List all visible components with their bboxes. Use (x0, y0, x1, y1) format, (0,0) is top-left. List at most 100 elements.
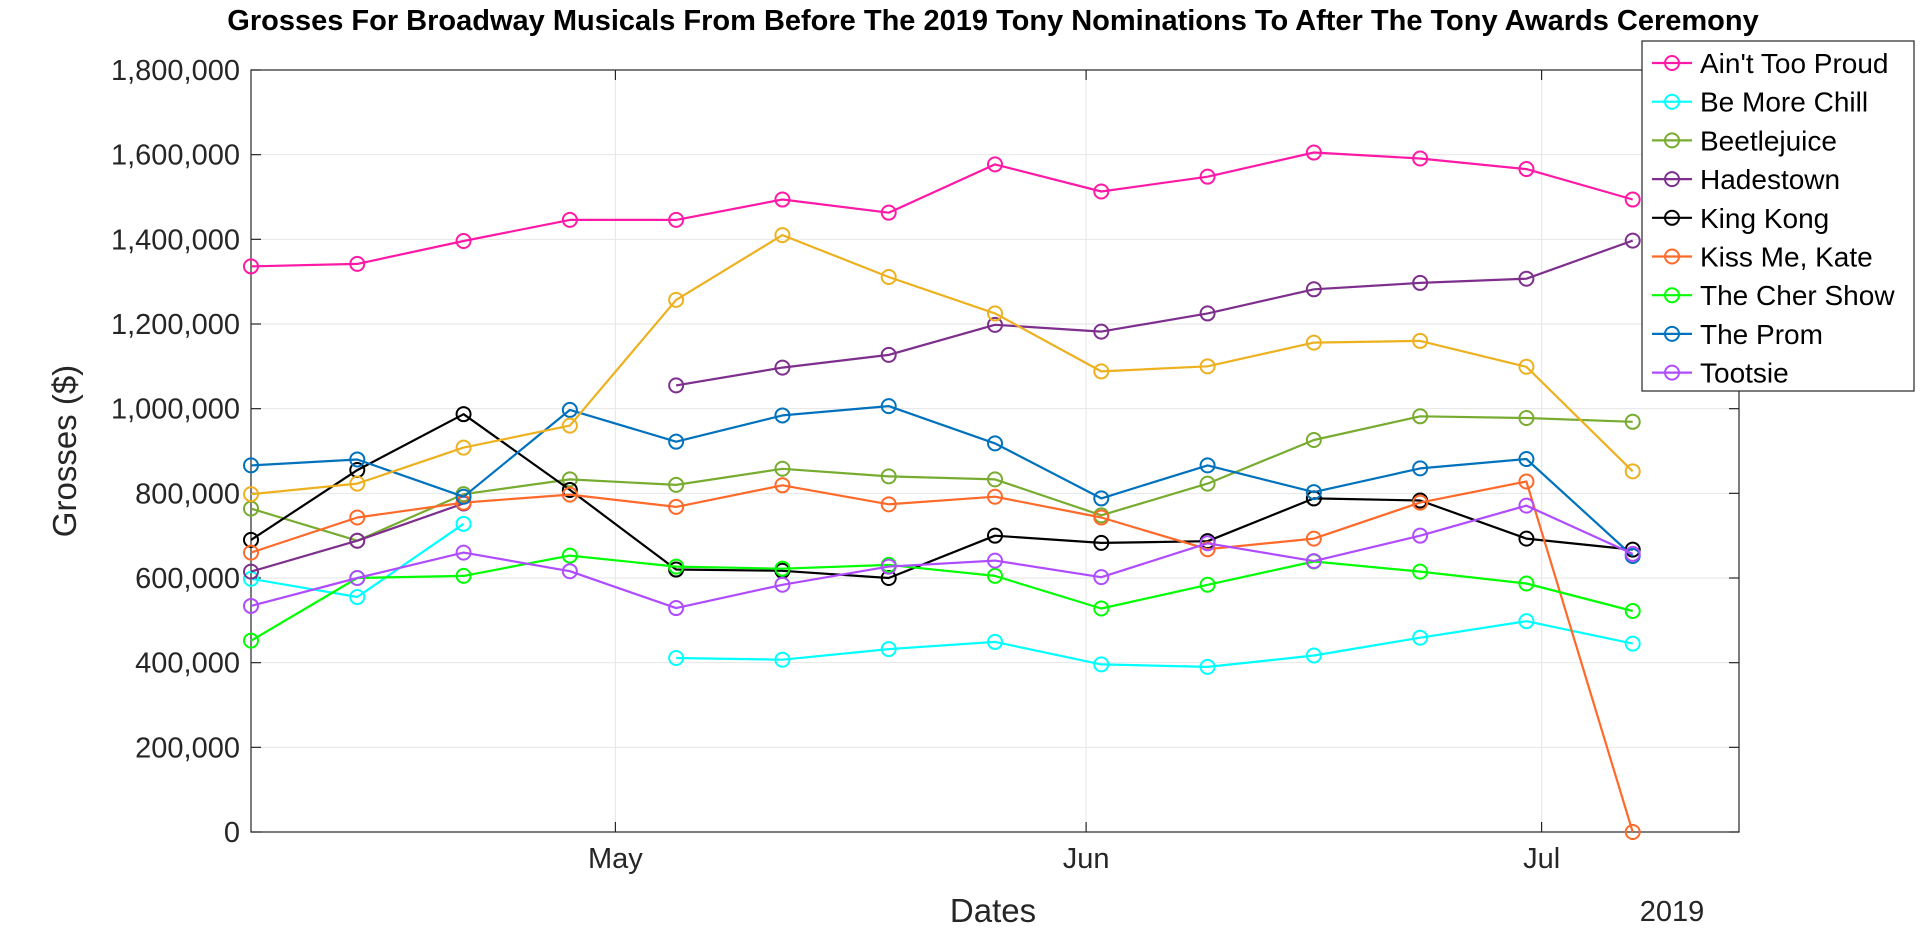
data-point (1518, 473, 1535, 490)
series-line (250, 504, 1634, 610)
data-point (561, 486, 578, 503)
legend-item: Kiss Me, Kate (1652, 242, 1873, 273)
data-point (987, 305, 1003, 322)
data-point (1624, 232, 1641, 249)
data-point (880, 641, 897, 658)
data-point (774, 227, 791, 244)
data-point (1518, 270, 1535, 287)
data-point (668, 650, 685, 667)
data-point (1199, 457, 1216, 474)
data-point (455, 233, 472, 250)
data-point (1093, 363, 1110, 380)
data-point (774, 651, 791, 668)
data-point (1199, 576, 1216, 593)
legend-label: Be More Chill (1700, 87, 1868, 118)
data-point (668, 558, 685, 575)
data-point (880, 346, 897, 363)
data-point (668, 291, 685, 308)
series-line (250, 522, 465, 599)
data-point (1518, 575, 1535, 592)
data-point (455, 515, 472, 532)
data-point (1412, 332, 1429, 349)
data-point (668, 433, 685, 450)
legend: Ain't Too Proud Be More Chill Beetlejuice H… (1641, 40, 1915, 392)
data-point (774, 460, 791, 477)
legend-item: The Cher Show (1652, 280, 1895, 311)
data-point (243, 632, 259, 649)
data-point (1199, 358, 1216, 375)
series-be-more-chill (243, 515, 1641, 675)
data-point (1199, 658, 1216, 675)
data-point (987, 567, 1003, 584)
legend-box (1641, 40, 1915, 392)
y-tick-label: 1,600,000 (111, 140, 240, 172)
legend-label: Beetlejuice (1700, 125, 1837, 156)
data-point (1518, 161, 1535, 178)
data-point (1518, 497, 1535, 514)
data-point (1199, 535, 1216, 552)
data-point (774, 576, 791, 593)
legend-item: Ain't Too Proud (1652, 48, 1889, 79)
data-point (349, 570, 366, 586)
y-tick-label: 1,200,000 (111, 309, 240, 341)
data-point (1093, 490, 1110, 507)
x-axis-label: Dates (950, 892, 1036, 929)
data-point (774, 359, 791, 376)
x-tick-label: Jun (1063, 843, 1110, 875)
data-point (1305, 553, 1322, 570)
series-line (250, 405, 1634, 557)
legend-swatch-marker (1664, 209, 1680, 226)
series-line (250, 415, 1633, 542)
data-point (349, 255, 366, 272)
data-point (1412, 527, 1429, 544)
data-point (1305, 431, 1322, 448)
data-point (880, 398, 897, 415)
data-point (1412, 494, 1429, 511)
data-point (1624, 191, 1641, 208)
data-point (349, 475, 366, 492)
legend-item: Hadestown (1652, 164, 1840, 195)
series-line (250, 480, 1634, 833)
data-point (1305, 144, 1322, 161)
data-point (1518, 358, 1535, 375)
data-point (1093, 323, 1110, 340)
legend-label: Hadestown (1700, 164, 1840, 195)
data-point (668, 476, 685, 493)
data-point (1199, 305, 1216, 322)
data-point (1093, 569, 1110, 586)
data-point (1412, 629, 1429, 646)
data-point (243, 486, 259, 503)
legend-item: King Kong (1652, 203, 1829, 234)
data-point (1518, 409, 1535, 426)
x-axis-year-label: 2019 (1640, 896, 1705, 928)
data-point (243, 544, 259, 561)
series-the-prom (243, 398, 1641, 564)
y-tick-label: 600,000 (135, 563, 240, 595)
legend-label: Ain't Too Proud (1700, 48, 1889, 79)
data-point (1412, 460, 1429, 477)
data-point (880, 496, 897, 513)
data-point (243, 258, 259, 275)
legend-label: The Prom (1700, 319, 1823, 350)
data-point (561, 547, 578, 564)
data-point (1624, 635, 1641, 652)
series-layer (243, 144, 1641, 840)
y-tick-label: 1,400,000 (111, 224, 240, 256)
legend-item: Tootsie (1652, 358, 1789, 389)
data-point (1305, 334, 1322, 351)
data-point (774, 191, 791, 208)
data-point (455, 406, 472, 423)
data-point (243, 570, 259, 587)
x-tick-label: May (588, 843, 643, 875)
data-point (668, 211, 685, 228)
data-point (987, 435, 1003, 452)
y-tick-label: 200,000 (135, 732, 240, 764)
data-point (1199, 168, 1216, 185)
y-tick-label: 1,800,000 (111, 55, 240, 87)
data-point (668, 498, 685, 515)
chart-title: Grosses For Broadway Musicals From Befor… (227, 5, 1758, 37)
data-point (1624, 413, 1641, 430)
data-point (1093, 656, 1110, 673)
x-tick-label: Jul (1523, 843, 1560, 875)
